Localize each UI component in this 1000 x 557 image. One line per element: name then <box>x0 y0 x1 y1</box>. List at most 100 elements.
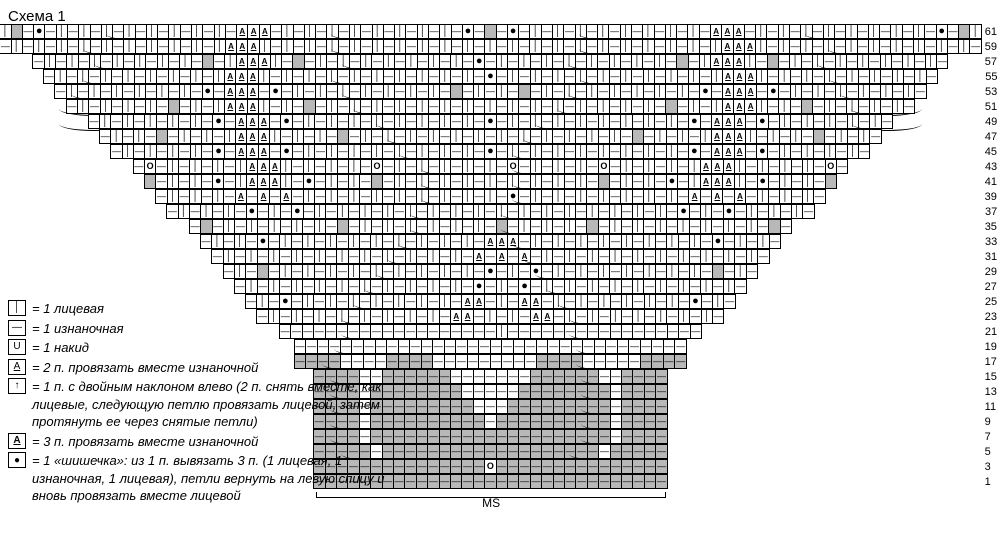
row-number: 43 <box>982 161 1000 173</box>
chart-row: 35 <box>0 219 1000 234</box>
row-number: 61 <box>982 26 1000 38</box>
legend-item: U = 1 накид <box>8 339 388 357</box>
chart-cell <box>969 39 981 54</box>
chart-row: 43 <box>0 159 1000 174</box>
chart-row: 37 <box>0 204 1000 219</box>
legend-text: = 1 лицевая <box>32 300 388 318</box>
row-number: 53 <box>982 86 1000 98</box>
chart-cell <box>869 129 881 144</box>
row-number: 39 <box>982 191 1000 203</box>
row-number: 25 <box>982 296 1000 308</box>
chart-cell <box>825 174 837 189</box>
chart-cell <box>836 159 848 174</box>
row-number: 49 <box>982 116 1000 128</box>
row-number: 31 <box>982 251 1000 263</box>
row-number: 15 <box>982 371 1000 383</box>
chart-cell <box>723 294 735 309</box>
chart-cell <box>655 459 667 474</box>
chart-row: 57 <box>0 54 1000 69</box>
legend: │ = 1 лицевая — = 1 изнаночная U = 1 накид A = … <box>8 300 388 507</box>
chart-row: 55 <box>0 69 1000 84</box>
row-number: 19 <box>982 341 1000 353</box>
chart-row: 29 <box>0 264 1000 279</box>
chart-cell <box>903 99 915 114</box>
row-number: 1 <box>982 476 1000 488</box>
row-number: 9 <box>982 416 1000 428</box>
row-number: 59 <box>982 41 1000 53</box>
chart-cell <box>655 399 667 414</box>
legend-item: A = 3 п. провязать вместе изнаночной <box>8 433 388 451</box>
chart-cell <box>802 204 814 219</box>
chart-row: 33 <box>0 234 1000 249</box>
chart-row: 39 <box>0 189 1000 204</box>
chart-row: 45 <box>0 144 1000 159</box>
row-number: 3 <box>982 461 1000 473</box>
legend-symbol: │ <box>8 300 26 316</box>
chart-row: 61 <box>0 24 1000 39</box>
row-number: 57 <box>982 56 1000 68</box>
legend-text: = 1 п. с двойным наклоном влево (2 п. сн… <box>32 378 388 431</box>
chart-cell <box>914 84 926 99</box>
legend-item: ↑ = 1 п. с двойным наклоном влево (2 п. с… <box>8 378 388 431</box>
row-number: 33 <box>982 236 1000 248</box>
row-number: 41 <box>982 176 1000 188</box>
chart-cell <box>674 339 687 354</box>
chart-cell <box>655 414 667 429</box>
chart-title: Схема 1 <box>8 8 992 25</box>
row-number: 45 <box>982 146 1000 158</box>
row-number: 7 <box>982 431 1000 443</box>
row-number: 11 <box>982 401 1000 413</box>
chart-cell <box>655 369 667 384</box>
row-number: 51 <box>982 101 1000 113</box>
legend-symbol: U <box>8 339 26 355</box>
legend-symbol: ● <box>8 452 26 468</box>
chart-row: 59 <box>0 39 1000 54</box>
chart-row: 53 <box>0 84 1000 99</box>
chart-cell <box>690 324 702 339</box>
chart-cell <box>734 279 746 294</box>
chart-cell <box>757 249 769 264</box>
legend-text: = 1 накид <box>32 339 388 357</box>
chart-row: 49 <box>0 114 1000 129</box>
legend-text: = 2 п. провязать вместе изнаночной <box>32 359 388 377</box>
legend-text: = 3 п. провязать вместе изнаночной <box>32 433 388 451</box>
legend-symbol: — <box>8 320 26 336</box>
row-number: 37 <box>982 206 1000 218</box>
chart-cell <box>813 189 825 204</box>
row-number: 27 <box>982 281 1000 293</box>
row-number: 13 <box>982 386 1000 398</box>
chart-cell <box>674 354 687 369</box>
legend-item: A = 2 п. провязать вместе изнаночной <box>8 359 388 377</box>
row-number: 35 <box>982 221 1000 233</box>
chart-cell <box>655 474 667 489</box>
chart-cell <box>926 69 938 84</box>
chart-cell <box>936 54 948 69</box>
legend-item: │ = 1 лицевая <box>8 300 388 318</box>
legend-symbol: A <box>8 359 26 375</box>
chart-cell <box>712 309 724 324</box>
chart-cell <box>881 114 893 129</box>
chart-cell <box>655 429 667 444</box>
chart-cell <box>969 24 981 39</box>
chart-cell <box>655 384 667 399</box>
row-number: 21 <box>982 326 1000 338</box>
chart-row: 47 <box>0 129 1000 144</box>
chart-cell <box>655 444 667 459</box>
legend-item: — = 1 изнаночная <box>8 320 388 338</box>
row-number: 5 <box>982 446 1000 458</box>
chart-cell <box>780 219 792 234</box>
legend-item: ● = 1 «шишечка»: из 1 п. вывязать 3 п. (1… <box>8 452 388 505</box>
chart-row: 27 <box>0 279 1000 294</box>
chart-row: 41 <box>0 174 1000 189</box>
legend-symbol: ↑ <box>8 378 26 394</box>
row-number: 23 <box>982 311 1000 323</box>
chart-cell <box>746 264 758 279</box>
row-number: 55 <box>982 71 1000 83</box>
legend-text: = 1 изнаночная <box>32 320 388 338</box>
row-number: 17 <box>982 356 1000 368</box>
legend-symbol: A <box>8 433 26 449</box>
chart-row: 31 <box>0 249 1000 264</box>
legend-text: = 1 «шишечка»: из 1 п. вывязать 3 п. (1 … <box>32 452 388 505</box>
chart-cell <box>858 144 870 159</box>
row-number: 29 <box>982 266 1000 278</box>
